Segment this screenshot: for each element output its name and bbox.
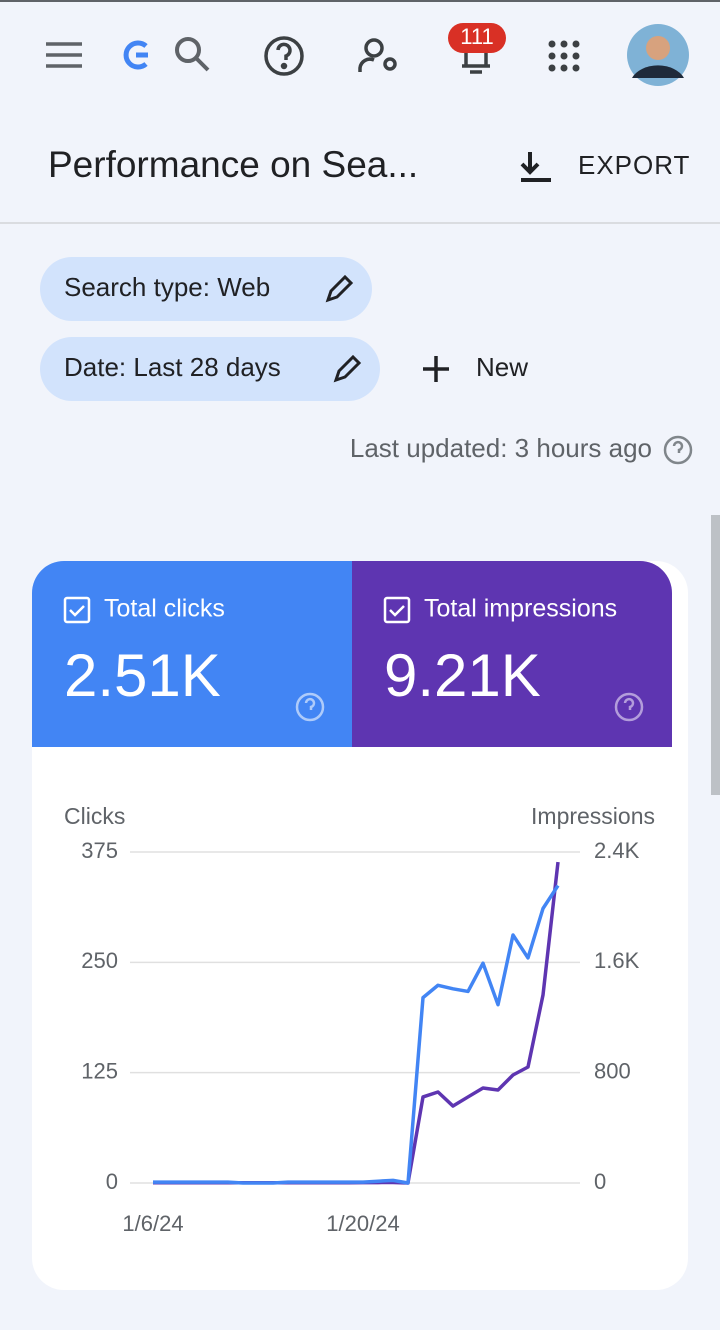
y2-axis-title: Impressions: [531, 803, 655, 829]
checkbox[interactable]: [63, 596, 91, 624]
checkbox[interactable]: [383, 596, 411, 624]
divider: [0, 222, 720, 224]
last-updated: Last updated: 3 hours ago: [350, 433, 652, 463]
export-button[interactable]: EXPORT: [520, 150, 690, 182]
top-edge: [0, 0, 720, 2]
help-icon[interactable]: [295, 692, 325, 722]
series-line: [153, 884, 560, 1185]
y2-tick-label: 2.4K: [594, 838, 640, 863]
chip-label: Date: Last 28 days: [64, 352, 281, 382]
help-icon[interactable]: [614, 692, 644, 722]
y2-tick-label: 0: [594, 1169, 606, 1194]
scrollbar: [711, 515, 720, 795]
date-chip[interactable]: Date: Last 28 days: [40, 337, 380, 401]
badge: [448, 23, 506, 53]
logo[interactable]: [123, 40, 148, 70]
search-type-chip[interactable]: Search type: Web: [40, 257, 372, 321]
chip-label: Search type: Web: [64, 272, 270, 302]
y-tick-label: 375: [81, 838, 118, 863]
y-tick-label: 125: [81, 1058, 118, 1083]
admin-button[interactable]: [358, 38, 397, 72]
x-tick-label: 1/20/24: [326, 1211, 399, 1236]
x-tick-label: 1/6/24: [122, 1211, 183, 1236]
search-button[interactable]: [175, 37, 210, 72]
menu-button[interactable]: [46, 42, 82, 68]
new-filter-button[interactable]: New: [423, 352, 528, 382]
clicks-scorecard[interactable]: [32, 561, 352, 747]
scorecard-label: Total clicks: [104, 595, 225, 623]
impressions-scorecard[interactable]: [352, 561, 672, 747]
y-tick-label: 250: [81, 948, 118, 973]
help-icon[interactable]: [663, 435, 693, 465]
apps-button[interactable]: [548, 40, 580, 72]
new-label: New: [476, 352, 528, 382]
page-title: Performance on Sea...: [48, 144, 418, 185]
y-axis-title: Clicks: [64, 803, 125, 829]
avatar[interactable]: [627, 24, 689, 86]
scorecard-label: Total impressions: [424, 595, 617, 623]
y2-tick-label: 800: [594, 1058, 631, 1083]
help-button[interactable]: [264, 36, 304, 76]
badge-count: 111: [460, 24, 493, 49]
scorecard-value: 9.21K: [384, 642, 541, 709]
y2-tick-label: 1.6K: [594, 948, 640, 973]
y-tick-label: 0: [106, 1169, 118, 1194]
notifications-button[interactable]: 111: [448, 23, 506, 74]
scorecard-value: 2.51K: [64, 642, 221, 709]
export-label: EXPORT: [578, 150, 690, 180]
